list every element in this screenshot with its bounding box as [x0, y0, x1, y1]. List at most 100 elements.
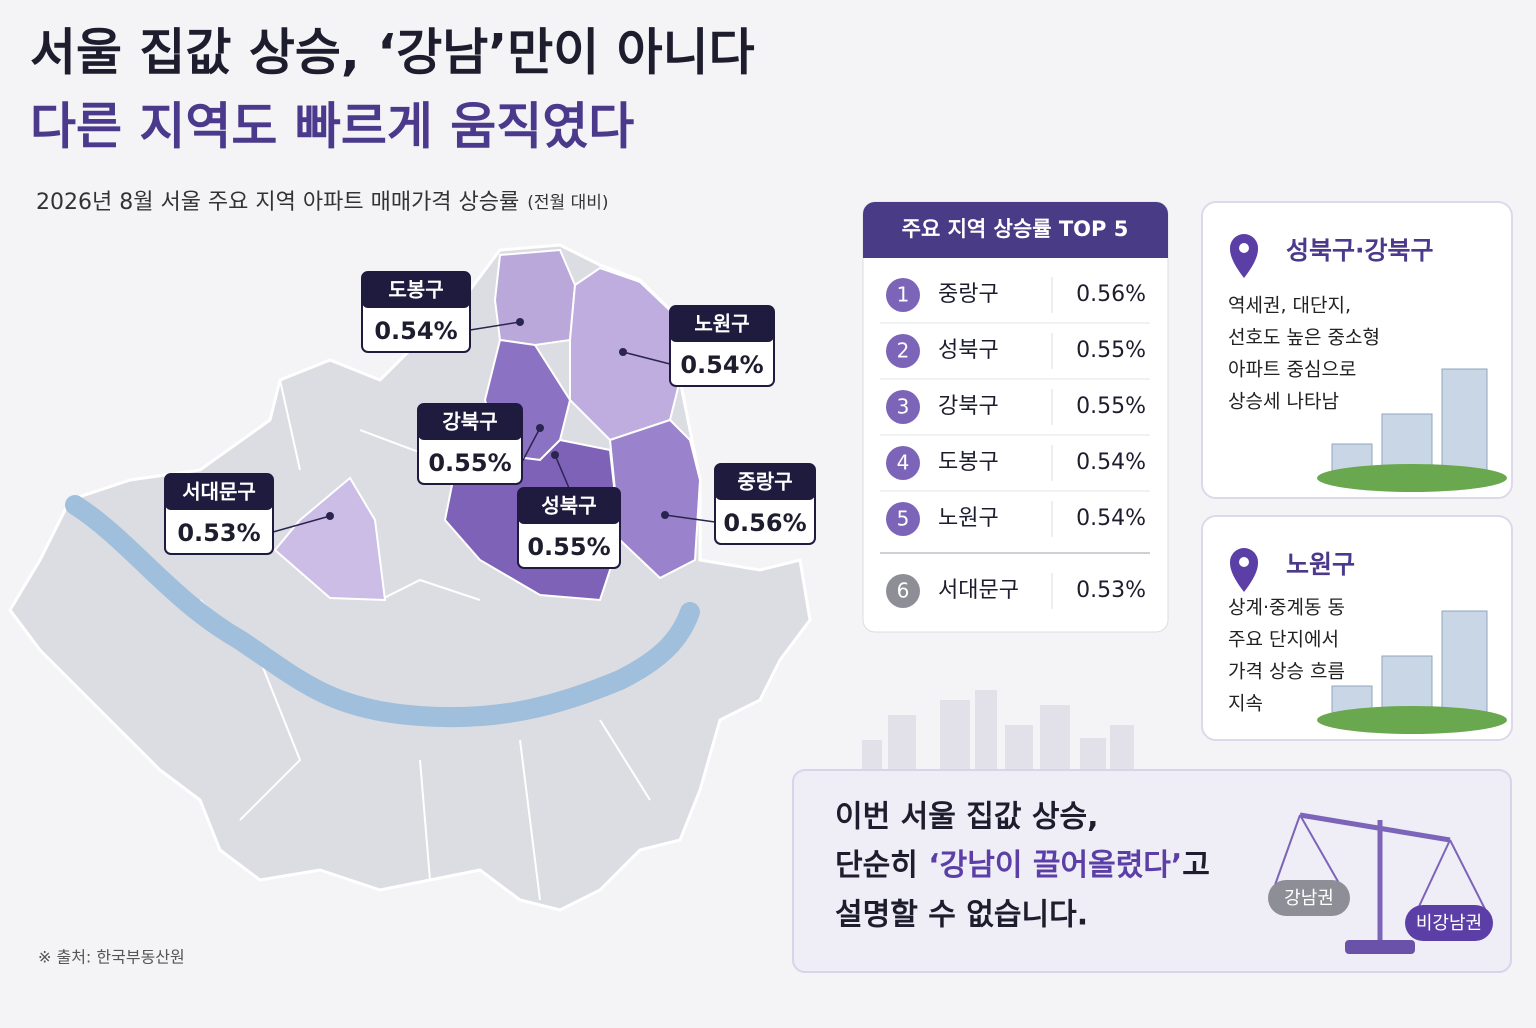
scale-string: [1449, 839, 1489, 916]
bldg: [1040, 705, 1070, 770]
bldg: [940, 700, 970, 770]
rank-badge: [886, 502, 920, 536]
scale-string: [1274, 814, 1301, 886]
note-line: 상승세 나타남: [1228, 391, 1339, 413]
scale-right-pan: [1405, 905, 1493, 941]
rank-value: 0.54%: [1076, 506, 1146, 531]
scale-string: [1299, 814, 1341, 886]
note-card: [1201, 201, 1513, 499]
callout-district: 도봉구: [388, 278, 443, 302]
scale-right-label: 비강남권: [1416, 913, 1482, 934]
scale-left-label: 강남권: [1284, 888, 1334, 909]
bldg: [1080, 738, 1106, 770]
callout-header: [670, 306, 774, 342]
trees: [1317, 706, 1507, 734]
note-line: 주요 단지에서: [1228, 629, 1339, 651]
callout-value: 0.54%: [680, 351, 763, 379]
connector-dot: [619, 348, 627, 356]
pin-icon: [1230, 234, 1258, 278]
pin-icon: [1230, 548, 1258, 592]
skyline: [862, 690, 1134, 770]
scale-string: [1414, 839, 1451, 916]
callout-header: [418, 404, 522, 440]
callout-value: 0.54%: [374, 317, 457, 345]
note-title: 성북구·강북구: [1286, 236, 1434, 265]
callout-header: [362, 272, 470, 308]
trees: [1317, 464, 1507, 492]
rank-value: 0.53%: [1076, 578, 1146, 603]
rank-value: 0.56%: [1076, 282, 1146, 307]
bldg: [1005, 725, 1033, 770]
connector: [664, 514, 716, 523]
scale-left-pan: [1268, 880, 1350, 916]
bldg: [1110, 725, 1134, 770]
note-line: 역세권, 대단지,: [1228, 295, 1351, 317]
rank-district: 강북구: [938, 394, 999, 419]
rank-badge: [886, 446, 920, 480]
note-line: 선호도 높은 중소형: [1228, 327, 1380, 349]
subtitle-main: 2026년 8월 서울 주요 지역 아파트 매매가격 상승률: [36, 190, 519, 215]
rank-badge: [886, 390, 920, 424]
connector: [521, 427, 541, 463]
conclusion-line2: 단순히 ‘강남이 끌어올렸다’고: [835, 848, 1210, 883]
subtitle: 2026년 8월 서울 주요 지역 아파트 매매가격 상승률 (전월 대비): [36, 190, 609, 215]
connector-dot: [516, 318, 524, 326]
ranking-panel: 주요 지역 상승률 TOP 5: [862, 201, 1169, 633]
connector: [272, 515, 331, 533]
connector: [622, 351, 671, 365]
connector: [469, 321, 521, 331]
title-line1: 서울 집값 상승, ‘강남’만이 아니다: [30, 24, 755, 82]
conclusion-line1: 이번 서울 집값 상승,: [835, 800, 1099, 835]
callout-value: 0.56%: [723, 509, 806, 537]
ranking-rows: 1 중랑구 0.56% 2 성북구 0.55% 3 강북구 0.55% 4 도봉구 0.54% 5 노원구…: [880, 277, 1150, 609]
rank-value: 0.55%: [1076, 394, 1146, 419]
district-borders: [199, 379, 651, 901]
pin-hole: [1239, 243, 1249, 253]
connector-dot: [326, 512, 334, 520]
rank-number: 1: [897, 283, 910, 307]
rank-district: 서대문구: [938, 578, 1019, 603]
callout-district: 성북구: [541, 494, 596, 518]
subtitle-note: (전월 대비): [527, 193, 608, 213]
rank-district: 도봉구: [938, 450, 999, 475]
callout-district: 노원구: [694, 312, 749, 336]
callouts: 도봉구 0.54% 노원구 0.54% 강북구 0.55% 서대문구 0.53% 성북구 0.55…: [164, 271, 816, 569]
ranking-title: 주요 지역 상승률 TOP 5: [902, 217, 1129, 241]
rank-badge: [886, 278, 920, 312]
rank-number: 5: [897, 507, 910, 531]
scale-base: [1345, 940, 1415, 954]
line2-suffix: 고: [1182, 848, 1210, 883]
callout-district: 서대문구: [182, 480, 256, 504]
note-line: 상계·중계동 동: [1228, 597, 1345, 619]
callout-header: [715, 464, 815, 500]
bldg: [975, 690, 997, 770]
callout-header: [165, 474, 273, 510]
connector-dot: [661, 511, 669, 519]
conclusion-line3: 설명할 수 없습니다.: [835, 898, 1088, 933]
scale-beam: [1299, 812, 1451, 843]
callout-header: [518, 488, 620, 524]
building: [1441, 610, 1488, 727]
rank-number: 3: [897, 395, 910, 419]
rank-district: 성북구: [938, 338, 999, 363]
conclusion-panel: 이번 서울 집값 상승, 단순히 ‘강남이 끌어올렸다’고 설명할 수 없습니다…: [792, 769, 1512, 973]
rank-value: 0.54%: [1076, 450, 1146, 475]
source: ※ 출처: 한국부동산원: [38, 948, 185, 967]
note-line: 아파트 중심으로: [1228, 359, 1356, 381]
rank-number: 2: [897, 339, 910, 363]
pin-hole: [1239, 557, 1249, 567]
callout-value: 0.55%: [428, 449, 511, 477]
rank-number: 6: [897, 579, 910, 603]
rank-badge: [886, 334, 920, 368]
scale-icon: [1274, 812, 1489, 954]
connector-dot: [551, 451, 559, 459]
note-title: 노원구: [1286, 550, 1355, 579]
han-river: [65, 495, 700, 728]
rank-value: 0.55%: [1076, 338, 1146, 363]
callout-district: 강북구: [442, 410, 497, 434]
bldg: [888, 715, 916, 770]
rank-badge: [886, 574, 920, 608]
rank-number: 4: [897, 451, 910, 475]
callout-value: 0.55%: [527, 533, 610, 561]
